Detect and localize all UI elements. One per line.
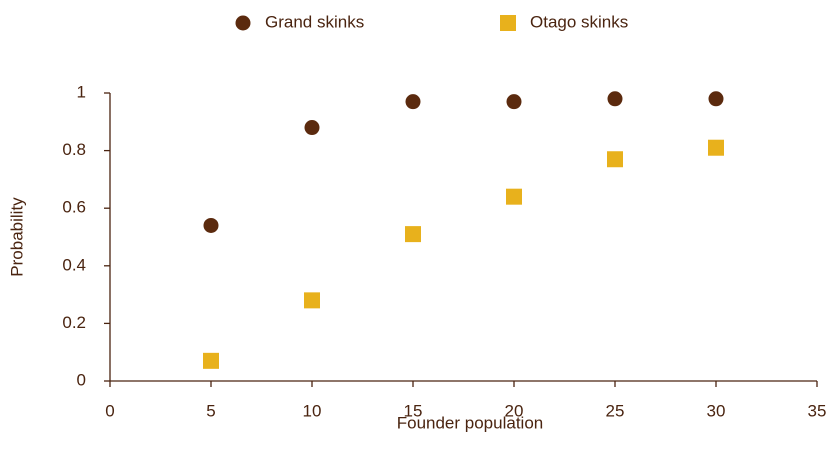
y-tick-label: 0	[77, 370, 86, 389]
marker	[405, 226, 421, 243]
legend-marker	[235, 15, 251, 31]
legend-label: Grand skinks	[265, 12, 364, 31]
y-tick-label: 1	[77, 82, 86, 101]
x-tick-label: 0	[105, 401, 114, 420]
marker	[506, 188, 522, 205]
x-tick-label: 15	[404, 401, 423, 420]
y-tick-label: 0.2	[62, 313, 86, 332]
y-tick-label: 0.8	[62, 140, 86, 159]
x-axis-label: Founder population	[397, 413, 544, 432]
marker	[708, 91, 724, 107]
x-tick-label: 5	[206, 401, 215, 420]
y-tick-label: 0.6	[62, 198, 86, 217]
marker	[203, 352, 219, 369]
marker	[304, 292, 320, 309]
y-axis-label: Probability	[7, 197, 26, 277]
legend-label: Otago skinks	[530, 12, 628, 31]
y-tick-label: 0.4	[62, 255, 86, 274]
marker	[405, 94, 421, 110]
x-tick-label: 20	[505, 401, 524, 420]
x-tick-label: 10	[303, 401, 322, 420]
x-tick-label: 25	[606, 401, 625, 420]
legend-marker	[500, 15, 516, 31]
x-tick-label: 35	[808, 401, 827, 420]
marker	[203, 217, 219, 233]
marker	[506, 94, 522, 110]
marker	[607, 151, 623, 168]
marker	[607, 91, 623, 107]
marker	[304, 120, 320, 136]
marker	[708, 139, 724, 156]
x-tick-label: 30	[707, 401, 726, 420]
